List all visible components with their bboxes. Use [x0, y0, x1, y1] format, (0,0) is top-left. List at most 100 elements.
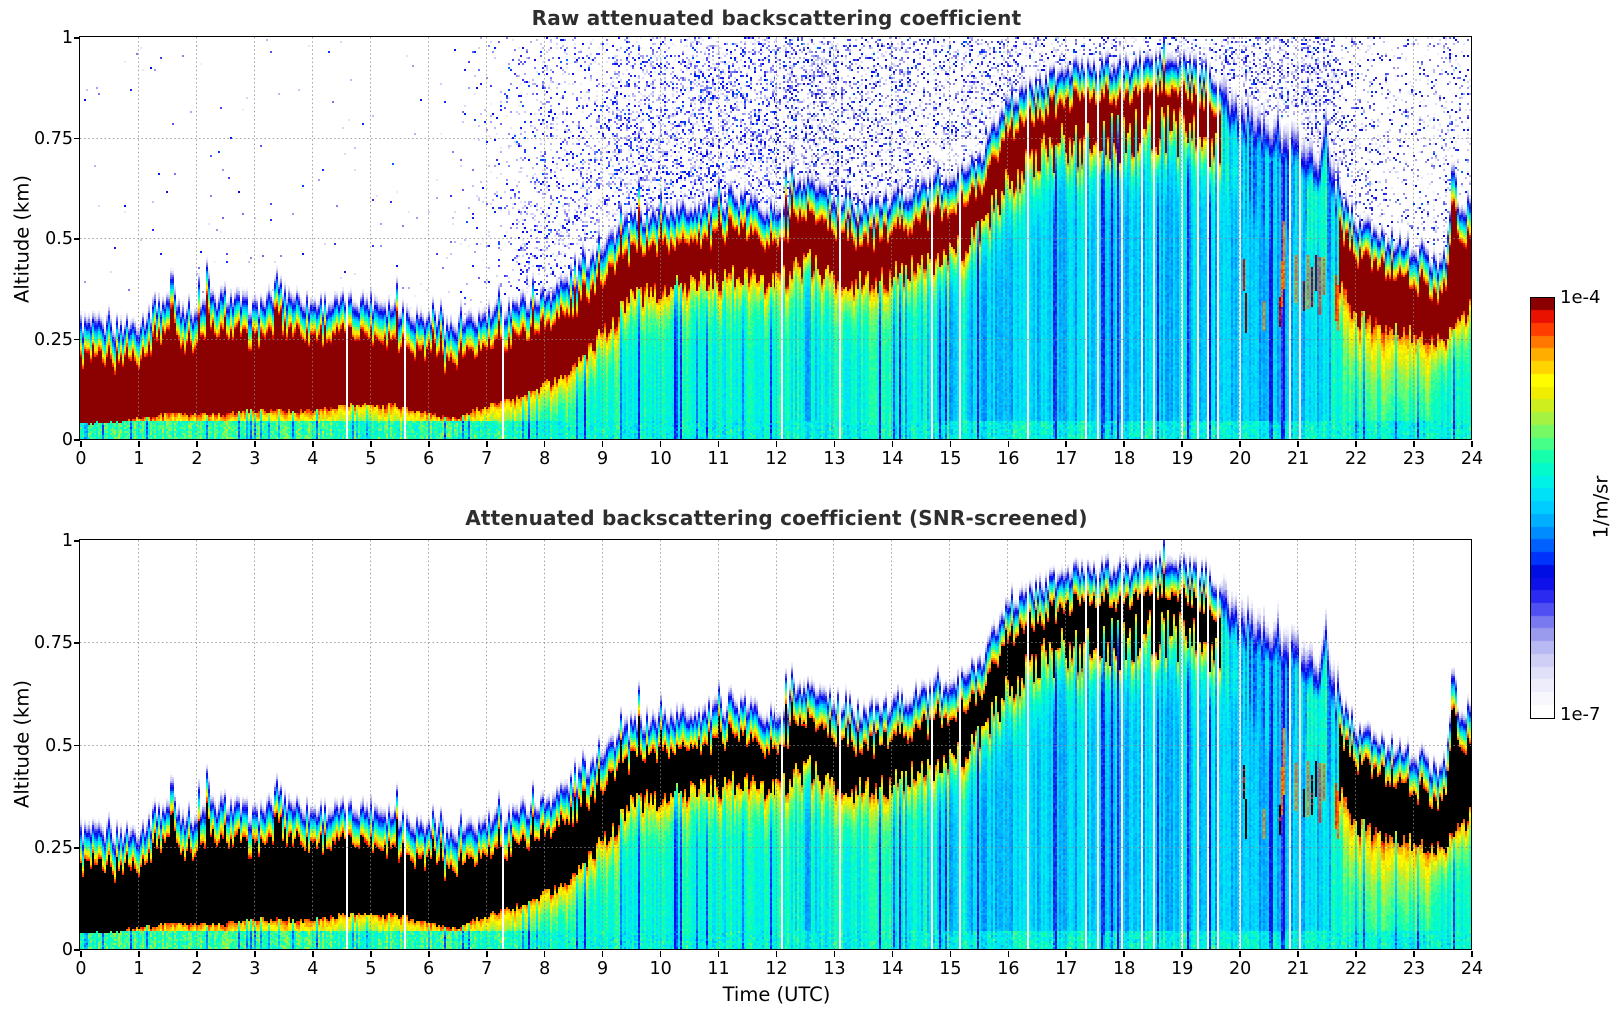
- colorbar: [1530, 297, 1555, 719]
- x-axis-tick: [80, 441, 82, 447]
- y-axis-tick: [74, 37, 80, 39]
- x-tick-label: 1: [133, 959, 145, 979]
- x-axis-tick: [775, 951, 778, 957]
- y-tick-label: 0: [61, 940, 73, 960]
- x-tick-label: 23: [1402, 449, 1426, 469]
- x-tick-label: 19: [1171, 449, 1194, 469]
- x-axis-tick: [138, 951, 140, 957]
- x-tick-label: 13: [823, 959, 846, 979]
- x-tick-label: 0: [75, 449, 87, 469]
- x-axis-tick: [254, 951, 256, 957]
- x-axis-tick: [1239, 951, 1241, 957]
- y-axis-tick: [74, 137, 80, 140]
- x-tick-label: 12: [765, 959, 788, 979]
- x-axis-tick: [196, 951, 198, 957]
- x-tick-label: 10: [649, 449, 672, 469]
- x-axis-tick: [717, 951, 720, 957]
- x-axis-tick: [1297, 441, 1299, 447]
- x-axis-tick: [1413, 441, 1415, 447]
- y-axis-tick: [74, 744, 80, 747]
- x-axis-tick: [1065, 441, 1068, 447]
- x-axis-tick: [833, 441, 836, 447]
- x-tick-label: 5: [365, 449, 377, 469]
- x-axis-tick: [601, 951, 604, 957]
- x-axis-tick: [949, 441, 952, 447]
- x-tick-label: 16: [997, 959, 1020, 979]
- x-tick-label: 1: [133, 449, 145, 469]
- y-tick-label: 0.25: [34, 837, 73, 858]
- x-tick-label: 22: [1344, 959, 1368, 979]
- x-tick-label: 11: [707, 959, 730, 979]
- x-tick-label: 19: [1171, 959, 1194, 979]
- x-axis-tick: [138, 441, 140, 447]
- x-tick-label: 21: [1286, 449, 1310, 469]
- colorbar-min-label: 1e-7: [1560, 704, 1601, 725]
- x-axis-tick: [1065, 951, 1068, 957]
- y-axis-tick: [74, 642, 80, 645]
- x-axis-tick: [369, 441, 372, 447]
- y-tick-label: 0.75: [34, 633, 73, 654]
- x-axis-tick: [1471, 951, 1473, 957]
- y-axis-tick: [74, 439, 80, 441]
- x-tick-label: 3: [249, 449, 261, 469]
- y-axis-tick: [74, 238, 80, 240]
- raw-heatmap-plot: [79, 36, 1472, 440]
- x-tick-label: 20: [1229, 449, 1252, 469]
- x-tick-label: 6: [423, 449, 435, 469]
- x-tick-label: 20: [1229, 959, 1252, 979]
- x-axis-tick: [1297, 951, 1299, 957]
- colorbar-max-label: 1e-4: [1560, 287, 1601, 308]
- x-axis-tick: [80, 951, 82, 957]
- panel1-title: Raw attenuated backscattering coefficien…: [531, 6, 1022, 30]
- y-tick-label: 0.5: [45, 735, 73, 756]
- x-tick-label: 9: [597, 959, 609, 979]
- x-tick-label: 18: [1113, 959, 1136, 979]
- x-axis-tick: [891, 951, 894, 957]
- y-axis-tick: [74, 540, 80, 542]
- x-tick-label: 13: [823, 449, 846, 469]
- x-axis-tick: [659, 441, 662, 447]
- x-tick-label: 2: [191, 959, 203, 979]
- x-axis-tick: [601, 441, 604, 447]
- x-tick-label: 24: [1460, 959, 1484, 979]
- y-axis-tick: [74, 949, 80, 951]
- x-tick-label: 8: [539, 959, 551, 979]
- x-tick-label: 14: [881, 959, 904, 979]
- x-axis-tick: [1181, 951, 1183, 957]
- x-axis-tick: [427, 441, 430, 447]
- x-tick-label: 4: [307, 449, 319, 469]
- x-axis-tick: [1007, 441, 1010, 447]
- x-tick-label: 3: [249, 959, 261, 979]
- x-tick-label: 9: [597, 449, 609, 469]
- x-tick-label: 22: [1344, 449, 1368, 469]
- x-tick-label: 2: [191, 449, 203, 469]
- x-axis-tick: [659, 951, 662, 957]
- x-axis-tick: [1181, 441, 1183, 447]
- x-axis-tick: [485, 441, 488, 447]
- x-tick-label: 15: [939, 959, 962, 979]
- x-tick-label: 8: [539, 449, 551, 469]
- x-axis-tick: [1355, 441, 1357, 447]
- x-tick-label: 15: [939, 449, 962, 469]
- x-tick-label: 17: [1055, 959, 1078, 979]
- y-tick-label: 0: [61, 430, 73, 450]
- x-axis-tick: [369, 951, 372, 957]
- y-axis-tick: [74, 338, 80, 341]
- x-tick-label: 5: [365, 959, 377, 979]
- x-axis-tick: [1355, 951, 1357, 957]
- x-tick-label: 10: [649, 959, 672, 979]
- colorbar-canvas: [1531, 298, 1554, 718]
- x-axis-tick: [543, 951, 546, 957]
- x-axis-tick: [1471, 441, 1473, 447]
- y-tick-label: 1: [61, 28, 73, 48]
- y-tick-label: 0.5: [45, 229, 73, 249]
- x-axis-tick: [543, 441, 546, 447]
- y-tick-label: 0.75: [34, 128, 73, 149]
- x-axis-tick: [949, 951, 952, 957]
- y-tick-label: 1: [61, 531, 73, 551]
- x-axis-tick: [1239, 441, 1241, 447]
- x-axis-label: Time (UTC): [722, 983, 831, 1006]
- x-tick-label: 7: [481, 959, 493, 979]
- x-tick-label: 14: [881, 449, 904, 469]
